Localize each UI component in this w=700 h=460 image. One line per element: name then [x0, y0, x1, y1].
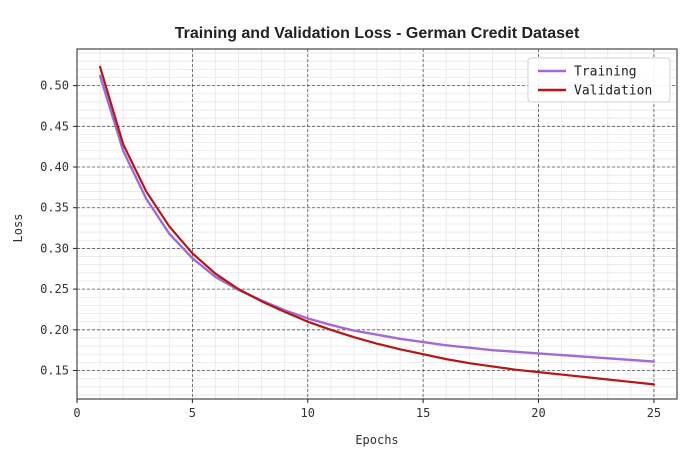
y-tick-label: 0.35 [40, 201, 69, 215]
series-line-training [98, 74, 656, 363]
y-tick-label: 0.40 [40, 160, 69, 174]
y-tick-label: 0.50 [40, 79, 69, 93]
x-tick-label: 10 [301, 406, 315, 420]
y-tick-label: 0.20 [40, 323, 69, 337]
x-tick-label: 0 [73, 406, 80, 420]
chart-title: Training and Validation Loss - German Cr… [175, 25, 580, 42]
x-tick-label: 20 [531, 406, 545, 420]
legend-label-validation: Validation [574, 84, 652, 99]
series-line-validation [98, 65, 656, 386]
legend: Training Validation [527, 57, 671, 103]
plot-frame [76, 48, 678, 400]
major-grid [76, 49, 677, 399]
x-tick-label: 5 [189, 406, 196, 420]
y-tick-label: 0.45 [40, 119, 69, 133]
y-axis-label: Loss [11, 214, 25, 243]
x-tick-label: 25 [647, 406, 661, 420]
x-tick-label: 15 [416, 406, 430, 420]
legend-label-training: Training [574, 65, 637, 80]
x-axis-label: Epochs [355, 433, 398, 447]
plot-area: 0 5 10 15 20 25 0.15 0.20 0.25 0.30 0.35 0.40 0.45 0.… [40, 48, 678, 420]
y-tick-label: 0.30 [40, 241, 69, 255]
y-tick-label: 0.15 [40, 364, 69, 378]
y-tick-label: 0.25 [40, 282, 69, 296]
